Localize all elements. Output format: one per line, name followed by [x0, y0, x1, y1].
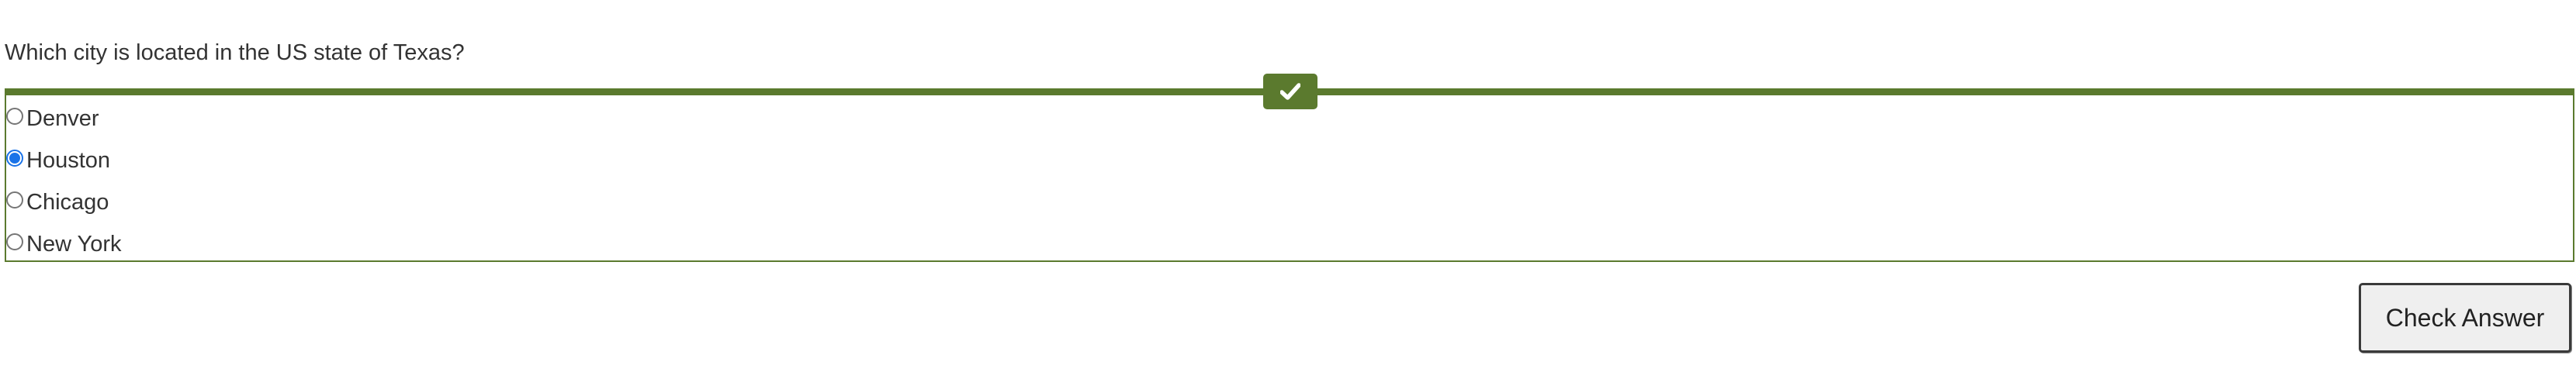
answer-options-panel — [5, 88, 2574, 262]
radio-denver[interactable] — [6, 108, 23, 125]
correct-answer-badge — [1263, 74, 1317, 109]
radio-houston[interactable] — [6, 150, 23, 167]
check-answer-button[interactable]: Check Answer — [2359, 283, 2571, 353]
option-label: Denver — [26, 105, 99, 131]
radio-new-york[interactable] — [6, 233, 23, 250]
question-text: Which city is located in the US state of… — [5, 40, 465, 65]
option-label: Chicago — [26, 189, 109, 215]
answer-options-list: Denver Houston Chicago New York — [6, 98, 122, 265]
option-denver[interactable]: Denver — [6, 98, 122, 140]
checkmark-icon — [1280, 83, 1300, 100]
option-label: New York — [26, 231, 122, 257]
option-label: Houston — [26, 147, 111, 173]
radio-chicago[interactable] — [6, 191, 23, 209]
option-houston[interactable]: Houston — [6, 140, 122, 181]
option-new-york[interactable]: New York — [6, 223, 122, 265]
option-chicago[interactable]: Chicago — [6, 181, 122, 223]
